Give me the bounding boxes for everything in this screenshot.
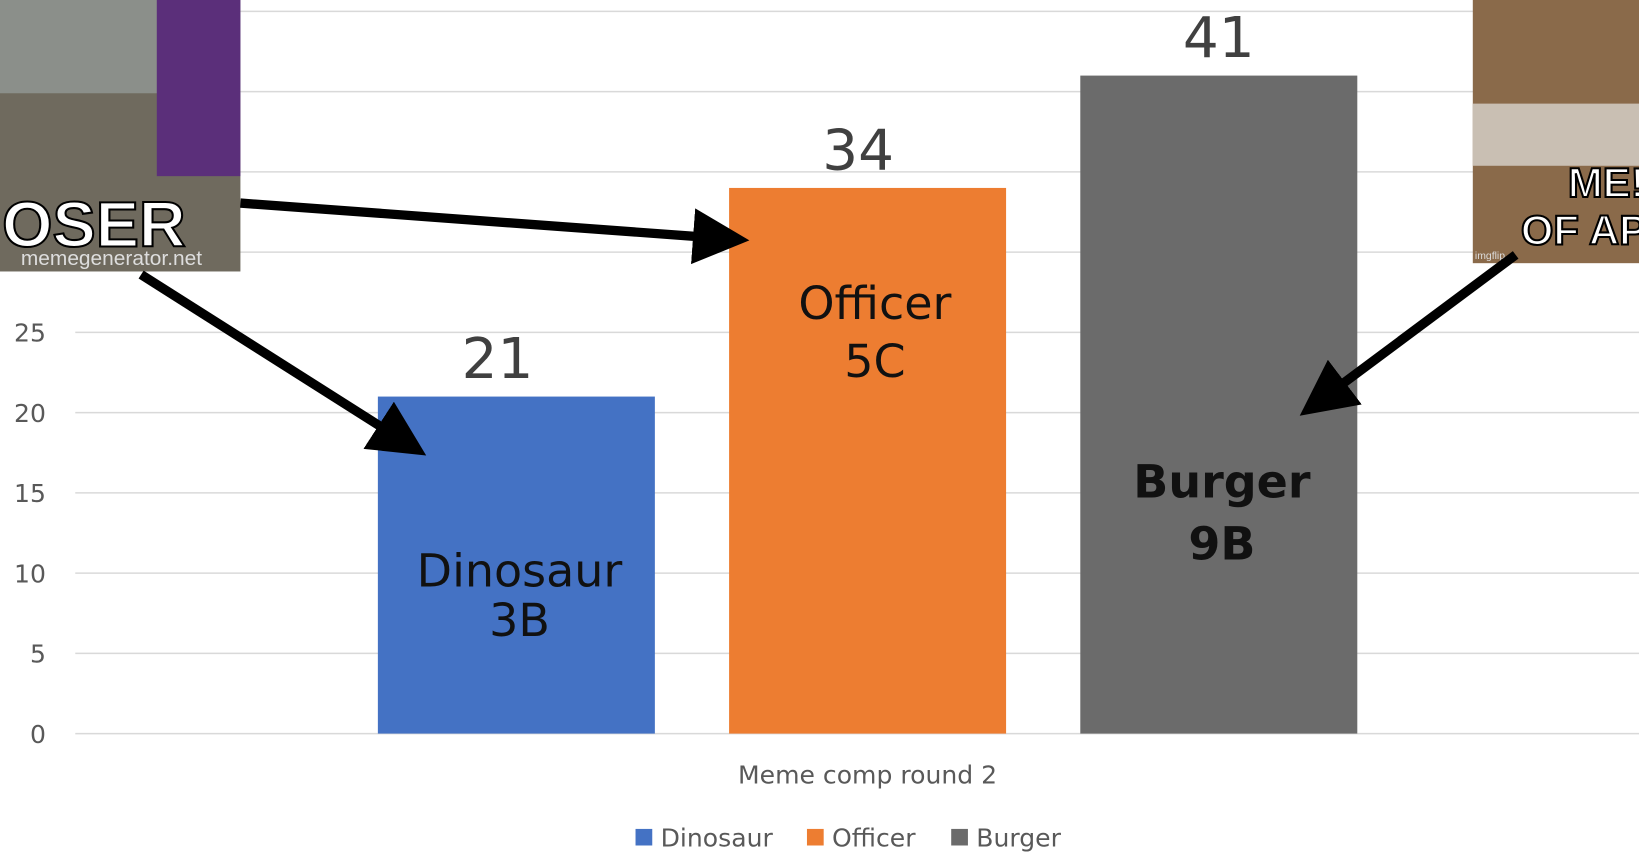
overlay: OSER memegenerator.net ME! OF APP imgfli… [0, 0, 1639, 456]
bars: Meme comp round 221Dinosaur3B34Officer5C… [377, 6, 1358, 853]
y-tick-label: 25 [14, 319, 46, 348]
legend-swatch [806, 828, 824, 846]
legend-swatch [635, 828, 653, 846]
bar [729, 187, 1007, 734]
bar-annotation: 5C [844, 334, 905, 388]
meme-watermark: memegenerator.net [21, 247, 202, 270]
y-tick-label: 10 [14, 560, 46, 589]
arrow [240, 198, 750, 265]
meme-text: OSER [2, 189, 186, 261]
data-label: 41 [1183, 6, 1255, 71]
data-label: 21 [462, 327, 534, 392]
bar-annotation: 3B [489, 593, 550, 647]
y-tick-label: 15 [14, 479, 46, 508]
data-label: 34 [822, 119, 894, 184]
bar-annotation: Officer [798, 276, 951, 330]
arrow [1299, 251, 1519, 416]
meme-sleeve [156, 0, 241, 177]
legend-label: Officer [832, 824, 916, 853]
meme-text: OF APP [1521, 207, 1639, 254]
legend-swatch [951, 828, 968, 846]
legend-label: Dinosaur [661, 824, 774, 853]
bar [1080, 75, 1358, 734]
legend-label: Burger [976, 824, 1061, 853]
arrow [138, 270, 427, 456]
meme-wall [1472, 103, 1639, 166]
bar-annotation: Dinosaur [417, 544, 623, 598]
bar-annotation: 9B [1188, 517, 1255, 571]
meme-watermark: imgflip [1475, 251, 1505, 262]
y-tick-label: 5 [30, 640, 46, 669]
y-tick-label: 0 [30, 720, 46, 749]
bar-annotation: Burger [1133, 455, 1311, 509]
y-tick-label: 20 [14, 399, 46, 428]
meme-text: ME! [1568, 159, 1639, 206]
x-tick-label: Meme comp round 2 [738, 760, 997, 789]
